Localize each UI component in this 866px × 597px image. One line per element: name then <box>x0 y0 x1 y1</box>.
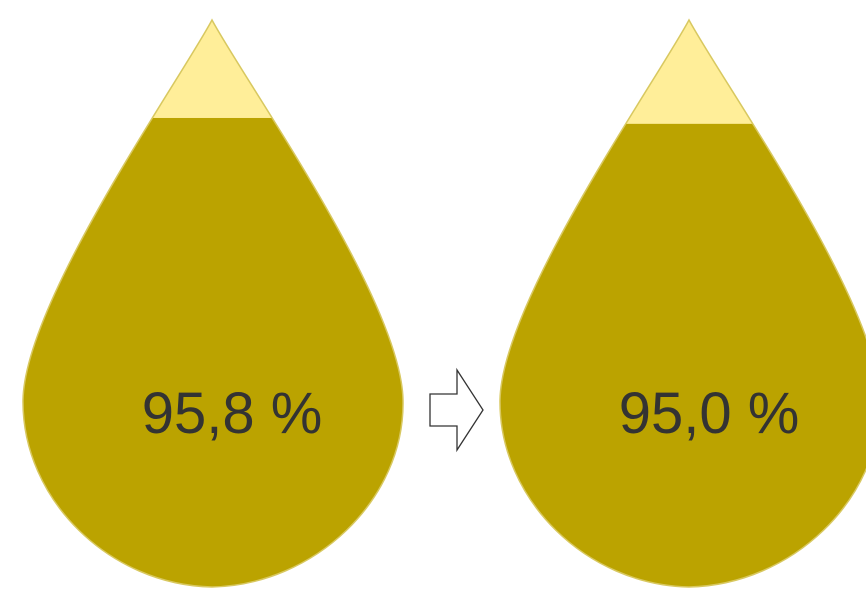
drop-right-value-label: 95,0 % <box>619 381 800 446</box>
drop-right-fill <box>499 123 866 587</box>
drop-right: 95,0 % <box>499 19 866 588</box>
drop-left-value-label: 95,8 % <box>142 381 323 446</box>
right-arrow-icon <box>429 367 484 453</box>
